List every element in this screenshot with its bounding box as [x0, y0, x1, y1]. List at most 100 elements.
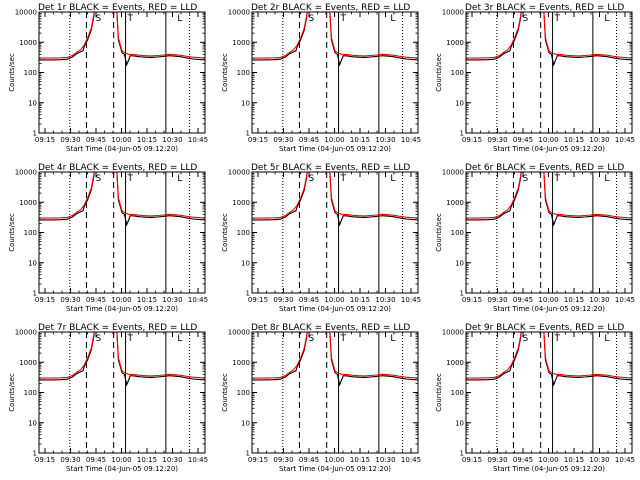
marker-L: L — [177, 174, 182, 184]
x-tick-label: 09:45 — [299, 136, 319, 144]
marker-L: L — [177, 334, 182, 344]
plot-frame — [38, 171, 206, 294]
series-line-events — [466, 332, 632, 387]
y-tick-label: 1 — [33, 130, 37, 138]
series-line-lld — [466, 332, 632, 379]
marker-L: L — [390, 334, 395, 344]
series-line-events — [252, 172, 418, 227]
marker-S: S — [309, 334, 315, 344]
x-tick-label: 09:45 — [299, 296, 319, 304]
x-tick-label: 10:30 — [589, 456, 609, 464]
x-tick-label: 10:45 — [188, 136, 208, 144]
marker-S: S — [96, 334, 102, 344]
x-tick-label: 10:15 — [137, 296, 157, 304]
marker-T: T — [554, 334, 561, 344]
y-tick-label: 10000 — [15, 329, 37, 337]
marker-T: T — [554, 174, 561, 184]
y-tick-label: 1 — [246, 450, 250, 458]
x-tick-label: 09:30 — [487, 456, 507, 464]
y-tick-label: 100 — [24, 229, 37, 237]
marker-T: T — [340, 174, 347, 184]
panel-title: Det 3r BLACK = Events, RED = LLD — [465, 3, 624, 13]
marker-T: T — [127, 174, 134, 184]
x-tick-label: 10:15 — [350, 456, 370, 464]
plot-frame — [38, 331, 206, 454]
marker-S: S — [523, 334, 529, 344]
x-axis-label: Start Time (04-Jun-05 09:12:20) — [66, 465, 178, 473]
series-line-events — [252, 332, 418, 387]
panel-title: Det 4r BLACK = Events, RED = LLD — [38, 163, 197, 173]
plot-frame — [38, 11, 206, 134]
x-tick-label: 09:15 — [248, 456, 268, 464]
x-tick-label: 09:30 — [60, 456, 80, 464]
x-tick-label: 09:15 — [35, 456, 55, 464]
x-tick-label: 10:30 — [375, 136, 395, 144]
y-tick-label: 10000 — [228, 329, 250, 337]
y-tick-label: 10000 — [15, 169, 37, 177]
y-axis-label: Counts/sec — [435, 213, 443, 252]
x-tick-label: 09:15 — [35, 136, 55, 144]
x-tick-label: 10:00 — [538, 136, 558, 144]
y-axis-label: Counts/sec — [221, 213, 229, 252]
x-tick-label: 10:15 — [137, 456, 157, 464]
y-tick-label: 1000 — [232, 199, 250, 207]
y-tick-label: 1 — [33, 450, 37, 458]
y-tick-label: 10 — [241, 419, 250, 427]
plot-frame — [465, 171, 633, 294]
x-tick-label: 09:15 — [248, 296, 268, 304]
y-tick-label: 10 — [455, 419, 464, 427]
x-axis-label: Start Time (04-Jun-05 09:12:20) — [493, 145, 605, 153]
panel-title: Det 7r BLACK = Events, RED = LLD — [38, 323, 197, 333]
y-tick-label: 100 — [451, 389, 464, 397]
y-axis-label: Counts/sec — [435, 53, 443, 92]
y-axis-label: Counts/sec — [8, 53, 16, 92]
y-tick-label: 1000 — [232, 359, 250, 367]
x-tick-label: 10:30 — [162, 136, 182, 144]
y-tick-label: 100 — [237, 389, 250, 397]
series-line-lld — [39, 172, 205, 219]
plot-frame — [465, 331, 633, 454]
marker-L: L — [390, 14, 395, 24]
x-tick-label: 09:45 — [86, 296, 106, 304]
marker-S: S — [96, 14, 102, 24]
series-line-lld — [252, 12, 418, 59]
x-tick-label: 09:45 — [513, 296, 533, 304]
marker-S: S — [309, 174, 315, 184]
y-tick-label: 1000 — [19, 39, 37, 47]
x-tick-label: 10:30 — [589, 296, 609, 304]
x-tick-label: 10:45 — [615, 456, 635, 464]
x-tick-label: 10:00 — [324, 456, 344, 464]
x-tick-label: 10:00 — [324, 296, 344, 304]
x-tick-label: 10:00 — [538, 296, 558, 304]
marker-S: S — [309, 14, 315, 24]
x-axis-label: Start Time (04-Jun-05 09:12:20) — [66, 145, 178, 153]
marker-S: S — [523, 174, 529, 184]
marker-L: L — [390, 174, 395, 184]
y-tick-label: 100 — [451, 69, 464, 77]
x-tick-label: 09:30 — [60, 136, 80, 144]
y-tick-label: 1000 — [446, 359, 464, 367]
marker-T: T — [340, 14, 347, 24]
y-tick-label: 10000 — [15, 9, 37, 17]
marker-T: T — [554, 14, 561, 24]
x-tick-label: 10:45 — [615, 296, 635, 304]
panel-title: Det 8r BLACK = Events, RED = LLD — [251, 323, 410, 333]
marker-S: S — [523, 14, 529, 24]
x-tick-label: 10:45 — [401, 136, 421, 144]
x-tick-label: 09:45 — [86, 456, 106, 464]
series-line-events — [252, 12, 418, 67]
y-tick-label: 1000 — [446, 199, 464, 207]
y-tick-label: 10000 — [228, 9, 250, 17]
y-axis-label: Counts/sec — [221, 373, 229, 412]
marker-S: S — [96, 174, 102, 184]
x-tick-label: 10:15 — [564, 296, 584, 304]
x-tick-label: 09:30 — [273, 136, 293, 144]
x-tick-label: 10:00 — [111, 296, 131, 304]
x-tick-label: 10:00 — [111, 456, 131, 464]
plot-frame — [465, 11, 633, 134]
